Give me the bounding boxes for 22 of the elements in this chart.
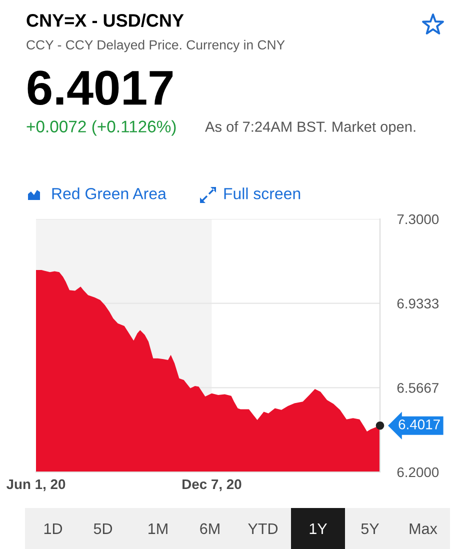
text: 1D [44, 523, 62, 534]
text: +0.0072 (+0.1126%) [26, 120, 176, 136]
annotation: 6.4017 [398, 420, 440, 430]
text: Max [410, 523, 438, 534]
y-tick-label: 6.2000 [397, 467, 439, 478]
text: 6M [200, 523, 220, 534]
text: 5Y [361, 523, 380, 534]
x-tick-label: Jun 1, 20 [6, 479, 66, 492]
text: 5D [94, 523, 112, 534]
y-tick-label: 6.5667 [397, 382, 438, 393]
chart-title: CNY=X - USD/CNY [26, 14, 184, 28]
text: 1Y [310, 523, 328, 534]
x-tick-label: Dec 7, 20 [182, 479, 242, 492]
text: Full screen [224, 188, 300, 200]
y-tick-label: 6.9333 [397, 298, 439, 309]
y-tick-label: 7.3000 [397, 214, 439, 224]
text: 6.4017 [28, 70, 173, 106]
text: YTD [248, 523, 278, 534]
text: As of 7:24AM BST. Market open. [205, 121, 416, 135]
chart-subtitle: CCY - CCY Delayed Price. Currency in CNY [26, 40, 285, 52]
text: Red Green Area [52, 188, 166, 200]
text: 1M [148, 523, 168, 534]
